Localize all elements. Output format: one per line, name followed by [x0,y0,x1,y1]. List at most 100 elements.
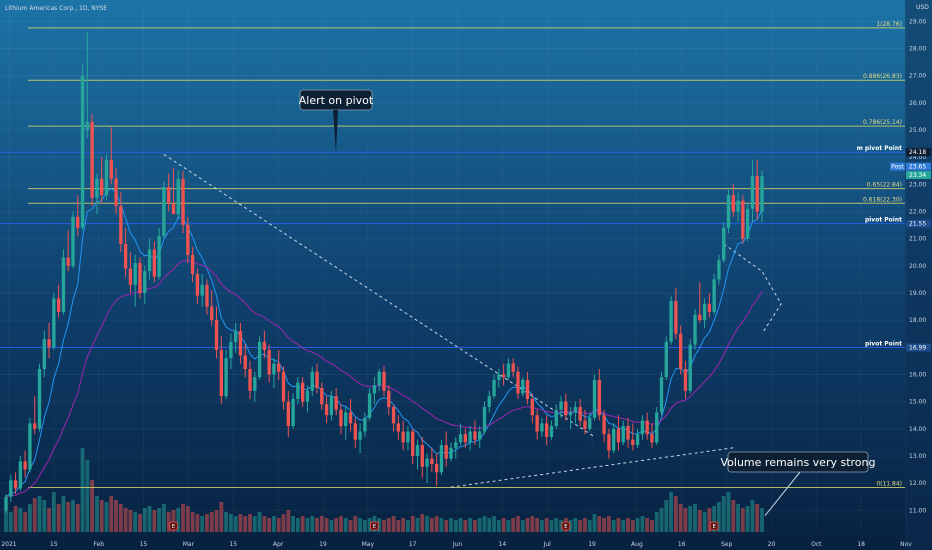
candle-body [253,377,257,391]
candle-body [693,314,697,345]
candle [430,447,434,473]
candle [616,415,621,451]
candle [564,393,568,421]
candle [545,415,549,446]
candle [473,420,477,446]
volume-bar [554,518,559,532]
candle [602,409,606,443]
candle-body [540,423,544,432]
candle-body [13,480,18,489]
candle [281,366,286,410]
candle-body [497,374,501,380]
candle-body [745,208,750,239]
volume-bar [219,502,224,532]
volume-bar [434,516,439,532]
candle-body [300,382,305,402]
candle [702,298,707,329]
volume-bar [573,518,578,532]
volume-bar [726,492,731,532]
candle [80,64,85,231]
candle-body [449,447,453,459]
candle-body [123,244,128,269]
volume-bar [238,514,243,532]
volume-bar [420,514,425,532]
candle [186,216,190,264]
candle-body [37,369,42,429]
volume-bar [707,508,712,532]
candle-body [296,382,300,399]
earnings-letter: E [373,524,376,530]
fib-level-label: 1(28.76) [876,21,902,28]
candle-body [171,203,176,215]
x-tick-label: Jul [543,541,552,548]
candle-body [444,445,448,459]
y-tick-label: 12.00 [909,480,926,487]
candle-body [262,341,267,350]
volume-callout: Volume remains very strong [721,451,875,517]
candle [377,369,381,391]
candle-body [281,371,286,402]
volume-bar [85,460,90,532]
volume-bar [281,514,286,532]
volume-bar [468,518,473,532]
candle [190,246,195,283]
candle [535,409,539,440]
volume-bar [731,500,736,532]
candle-body [85,121,90,130]
candle [693,309,697,350]
candle [167,173,171,212]
grid-lines [0,5,907,532]
candle [95,173,99,215]
pivot-price-tag-box [906,219,931,228]
volume-bar [339,516,343,532]
volume-bar [128,510,133,532]
candle [257,336,262,380]
candle [310,366,314,397]
candle [85,32,90,139]
candle [478,426,482,448]
volume-bar [80,448,85,532]
volume-bar [578,520,583,532]
candle-body [382,371,386,391]
y-tick-label: 11.00 [909,507,926,514]
volume-bar [702,512,707,532]
candle-body [66,257,70,266]
candle [683,360,688,399]
volume-bar [348,520,353,532]
volume-bar [673,496,678,532]
x-tick-label: Sep [721,541,733,548]
candle-body [229,341,233,359]
candle-body [157,235,161,277]
volume-bar [109,496,114,532]
x-tick-label: May [362,541,375,548]
candle-body [568,412,573,416]
candle [698,282,702,323]
volume-bar [185,506,190,532]
volume-bar [329,520,334,532]
candle-body [439,445,444,473]
x-tick-label: Oct [811,541,822,548]
volume-bar [736,504,740,532]
ema-fast-line [5,188,763,498]
candle-body [353,423,357,440]
candle-body [315,371,319,389]
candle-body [463,434,468,443]
pivot-price-tag-box [906,148,931,157]
x-tick-label: 15 [50,541,58,548]
volume-bar [516,516,520,532]
volume-bar [688,506,693,532]
candle-body [387,390,391,408]
candle [171,167,176,215]
volume-bar [559,520,563,532]
candle-body [238,330,243,356]
candle-body [167,187,171,204]
x-tick-label: Jun [452,541,463,548]
candle [267,344,271,383]
candle-body [674,301,678,334]
volume-bar [276,518,281,532]
earnings-marker: E [709,521,719,531]
volume-bar [717,502,721,532]
